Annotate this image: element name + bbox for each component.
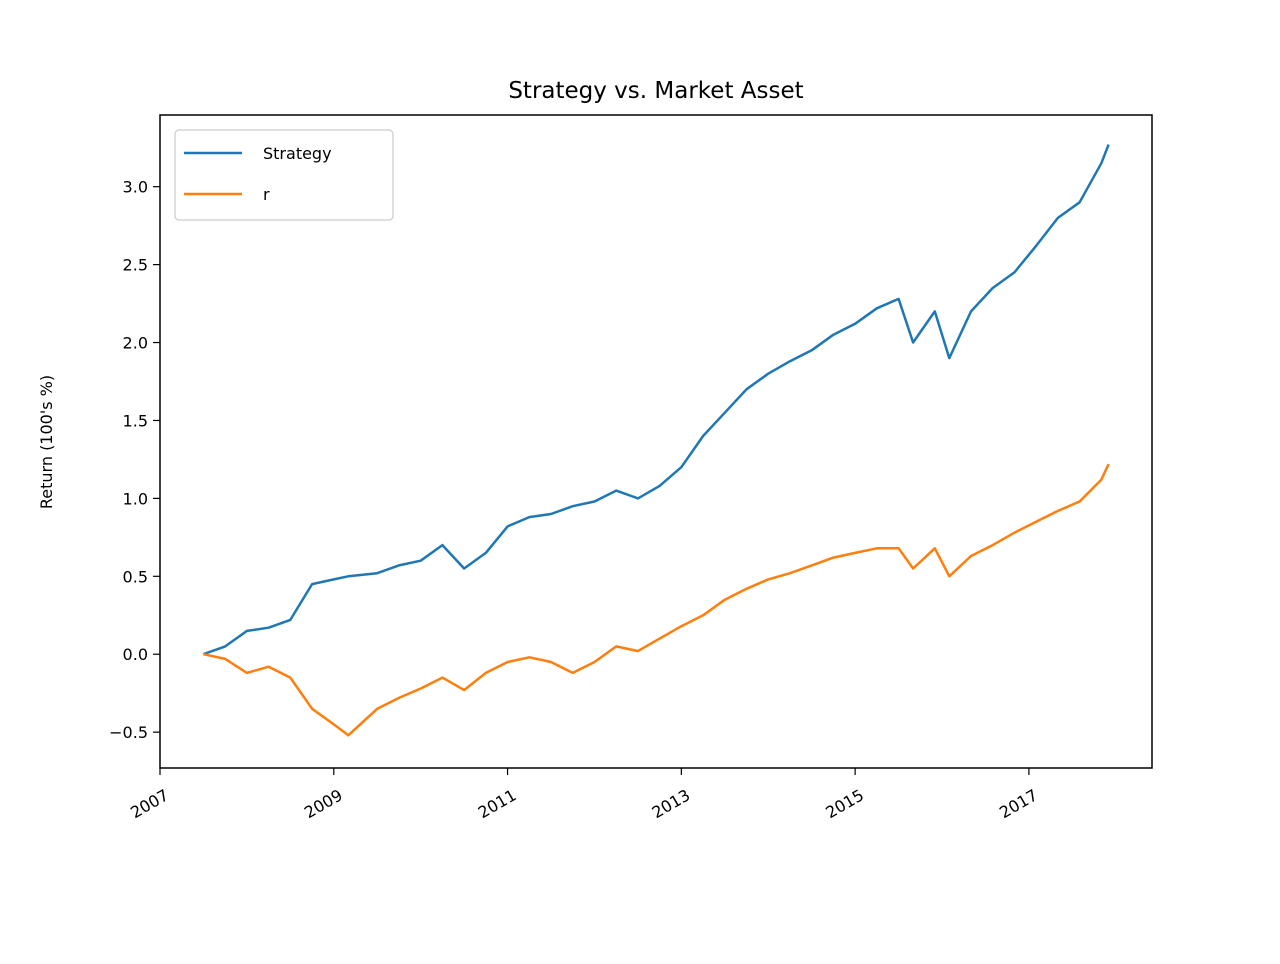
x-axis: 2007 2009 2011 2013 2015 2017 <box>127 768 1041 822</box>
x-tick-label: 2011 <box>475 785 520 822</box>
y-tick-label: 1.5 <box>123 411 148 430</box>
legend: Strategy r <box>174 129 394 221</box>
y-tick-label: 2.5 <box>123 256 148 275</box>
x-tick-label: 2009 <box>301 785 346 822</box>
legend-label-r: r <box>263 185 270 204</box>
x-tick-label: 2017 <box>996 785 1041 822</box>
chart-title: Strategy vs. Market Asset <box>508 78 803 104</box>
y-tick-label: 0.0 <box>123 645 148 664</box>
plot-frame <box>159 114 1153 769</box>
x-tick-label: 2007 <box>127 785 172 822</box>
y-tick-label: 3.0 <box>123 178 148 197</box>
y-tick-label: 0.5 <box>123 567 148 586</box>
series-line-strategy <box>202 144 1110 656</box>
plot-area <box>202 144 1110 737</box>
y-axis-label: Return (100's %) <box>37 375 56 509</box>
y-tick-label: −0.5 <box>109 723 148 742</box>
y-tick-label: 2.0 <box>123 334 148 353</box>
x-tick-label: 2013 <box>649 785 694 822</box>
series-line-r <box>203 463 1110 737</box>
x-tick-label: 2015 <box>822 785 867 822</box>
legend-label-strategy: Strategy <box>263 144 332 163</box>
y-tick-label: 1.0 <box>123 489 148 508</box>
y-axis: −0.5 0.0 0.5 1.0 1.5 2.0 2.5 3.0 <box>109 178 160 742</box>
